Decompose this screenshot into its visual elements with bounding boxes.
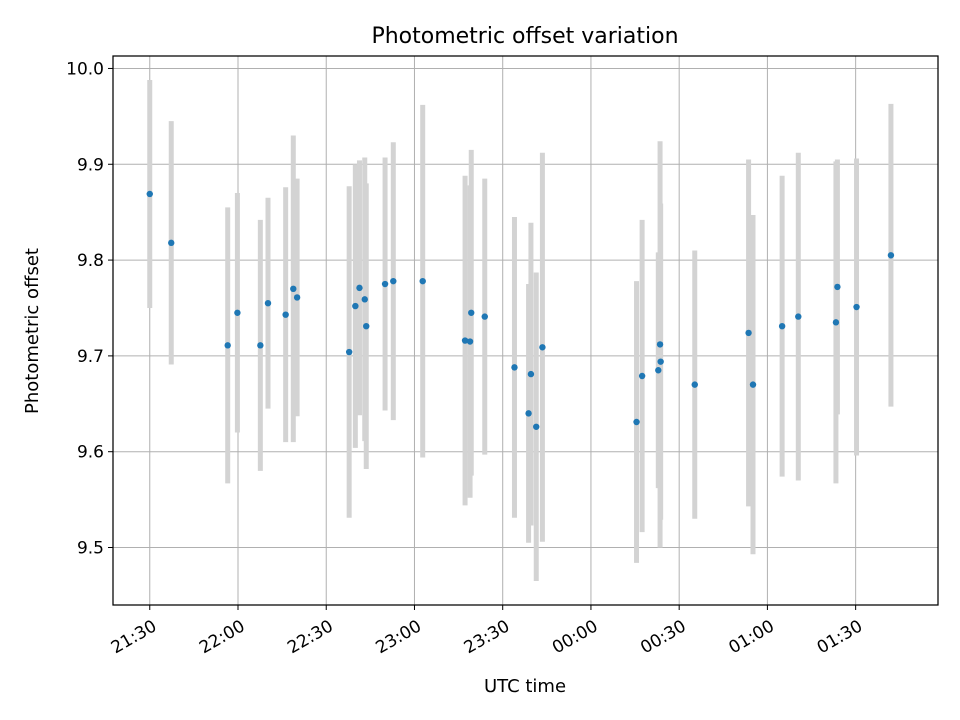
chart-title: Photometric offset variation [371, 24, 678, 49]
y-tick-label: 9.5 [77, 539, 104, 559]
x-axis-label: UTC time [484, 676, 566, 697]
data-point [168, 239, 175, 247]
data-point [234, 309, 241, 316]
data-point [352, 302, 359, 310]
data-point [533, 423, 540, 430]
data-point [887, 252, 895, 259]
y-tick-label: 9.8 [77, 251, 104, 271]
data-point [419, 277, 426, 285]
plot-area-frame [112, 55, 939, 606]
data-point [356, 284, 363, 292]
data-point [481, 313, 488, 320]
data-point [461, 337, 469, 344]
data-point [527, 370, 535, 378]
data-point [655, 367, 662, 374]
data-point [656, 341, 664, 348]
data-point [381, 280, 389, 288]
data-point [363, 322, 370, 330]
y-axis-label: Photometric offset [22, 248, 43, 414]
data-point [778, 322, 786, 330]
y-tick-label: 9.9 [77, 155, 104, 175]
data-point [257, 342, 264, 349]
data-point [691, 381, 698, 388]
data-point [466, 338, 474, 345]
data-point [390, 277, 397, 285]
data-point [224, 342, 231, 349]
data-point [795, 313, 802, 320]
y-tick-label: 10.0 [66, 59, 104, 79]
data-point [525, 410, 532, 417]
data-point [539, 344, 546, 351]
data-points [146, 190, 895, 430]
data-point [853, 303, 860, 311]
data-point [749, 381, 757, 388]
data-point [834, 283, 841, 291]
y-tick-label: 9.7 [77, 347, 104, 367]
data-point [638, 372, 646, 380]
data-point [264, 299, 272, 307]
data-point [633, 418, 640, 426]
data-point [282, 311, 289, 318]
data-point [290, 285, 297, 293]
data-point [468, 309, 475, 316]
data-point [832, 319, 840, 326]
data-point [146, 190, 153, 198]
y-axis-ticks: 9.5 9.6 9.7 9.8 9.9 10.0 [66, 59, 113, 559]
data-point [361, 296, 368, 303]
y-tick-label: 9.6 [77, 443, 104, 463]
data-point [345, 348, 353, 356]
data-point [511, 364, 518, 371]
data-point [657, 358, 664, 365]
data-point [745, 329, 752, 337]
data-point [293, 294, 301, 301]
